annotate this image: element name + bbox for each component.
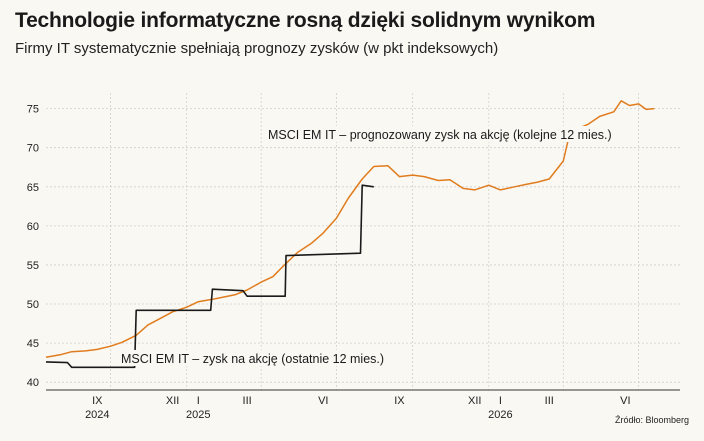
y-tick-label: 60 [27, 221, 39, 233]
x-tick-label: III [243, 395, 252, 407]
x-tick-label: XII [468, 395, 481, 407]
annotation-trailing-bg [118, 350, 370, 366]
gridlines [46, 93, 680, 390]
chart-subtitle: Firmy IT systematycznie spełniają progno… [15, 40, 499, 57]
annotation-forward-bg [264, 126, 588, 142]
x-tick-label: III [545, 395, 554, 407]
y-tick-label: 70 [27, 143, 39, 155]
x-year-label: 2024 [85, 409, 109, 421]
y-tick-label: 75 [27, 104, 39, 116]
annotation-trailing-label: MSCI EM IT – zysk na akcję (ostatnie 12 … [121, 352, 384, 366]
annotations: MSCI EM IT – prognozowany zysk na akcję … [118, 126, 612, 366]
y-tick-label: 45 [27, 338, 39, 350]
x-tick-label: IX [394, 395, 405, 407]
x-tick-label: I [197, 395, 200, 407]
x-year-label: 2025 [186, 409, 210, 421]
y-tick-label: 55 [27, 260, 39, 272]
series-trailing-eps-line [45, 184, 374, 369]
y-tick-label: 65 [27, 182, 39, 194]
source-note: Źródło: Bloomberg [614, 415, 689, 425]
x-tick-label: VI [620, 395, 630, 407]
x-tick-label: IX [92, 395, 103, 407]
x-year-label: 2026 [488, 409, 512, 421]
chart-title: Technologie informatyczne rosną dzięki s… [15, 9, 596, 32]
x-tick-label: VI [318, 395, 328, 407]
annotation-forward-label: MSCI EM IT – prognozowany zysk na akcję … [268, 128, 612, 142]
y-tick-label: 40 [27, 377, 39, 389]
x-tick-label: I [499, 395, 502, 407]
x-tick-label: XII [166, 395, 179, 407]
y-tick-label: 50 [27, 299, 39, 311]
